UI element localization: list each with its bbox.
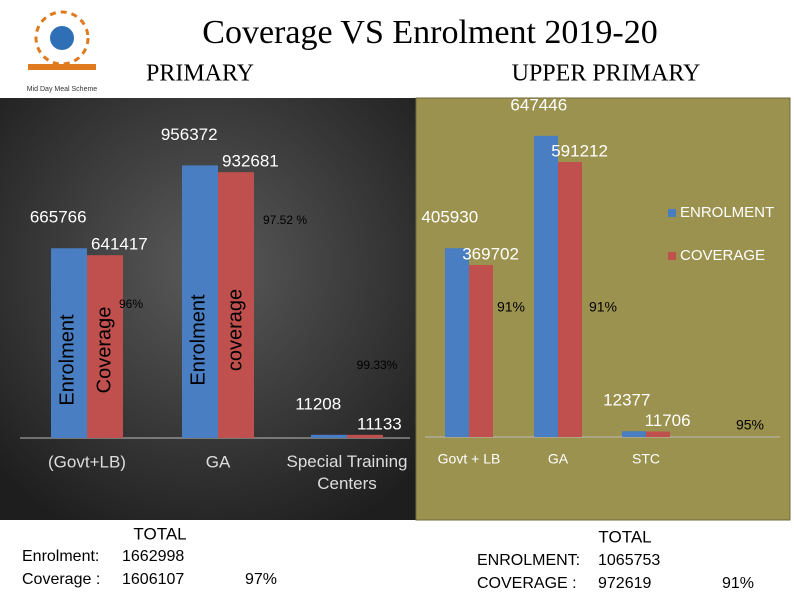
value-label: 932681 [222,152,279,171]
value-label: 369702 [462,245,519,264]
total-title: TOTAL [598,527,651,546]
chart-title: PRIMARY [146,61,254,87]
legend-label: ENROLMENT [680,204,774,221]
x-tick-label: (Govt+LB) [48,452,126,471]
bar-text: Coverage [93,307,115,394]
total-title: TOTAL [133,524,186,543]
value-label: 591212 [551,141,608,160]
legend-label: COVERAGE [680,247,765,264]
percent-label: 96% [119,297,143,311]
bar [558,161,582,438]
bar [347,434,383,438]
x-tick-label: GA [548,451,569,467]
value-label: 405930 [421,208,478,227]
value-label: 11706 [645,411,691,430]
x-tick-label: Govt + LB [438,451,501,467]
logo: Mid Day Meal Scheme [27,10,98,93]
bar [646,431,670,437]
value-label: 11133 [357,414,402,433]
legend-swatch [668,252,676,260]
total-value: 1606107 [122,571,184,588]
x-tick-label: Special Training Centers [287,452,408,493]
bar [51,248,87,438]
chart-title: UPPER PRIMARY [512,61,701,87]
bar [445,248,469,437]
bar [469,265,493,437]
bar [534,135,558,437]
total-label: Coverage : [22,571,100,588]
x-tick-label: STC [632,451,660,467]
percent-label: 99.33% [357,358,398,372]
value-label: 11208 [295,394,341,413]
value-label: 641417 [91,235,148,254]
bar [218,172,254,438]
x-tick-label: GA [206,452,231,471]
legend-swatch [668,209,676,217]
total-label: Enrolment: [22,548,99,565]
percent-label: 91% [497,299,525,315]
total-value: 1065753 [598,552,660,569]
total-value: 1662998 [122,548,184,565]
bar [311,434,347,438]
value-label: 665766 [30,208,87,227]
bar-text: coverage [224,289,246,371]
value-label: 647446 [510,95,567,114]
slide-title: Coverage VS Enrolment 2019-20 [202,14,657,51]
bar-text: Enrolment [56,314,78,406]
total-percent: 91% [722,575,754,592]
percent-label: 95% [736,417,764,433]
bar-text: Enrolment [187,294,209,386]
value-label: 12377 [603,391,650,410]
logo-text: Mid Day Meal Scheme [27,86,98,93]
total-percent: 97% [245,571,277,588]
total-value: 972619 [598,575,651,592]
bar [622,431,646,437]
total-label: COVERAGE : [477,575,577,592]
value-label: 956372 [161,125,218,144]
bar [182,165,218,439]
total-label: ENROLMENT: [477,552,580,569]
percent-label: 97.52 % [263,213,307,227]
bar [87,255,123,438]
percent-label: 91% [589,299,617,315]
